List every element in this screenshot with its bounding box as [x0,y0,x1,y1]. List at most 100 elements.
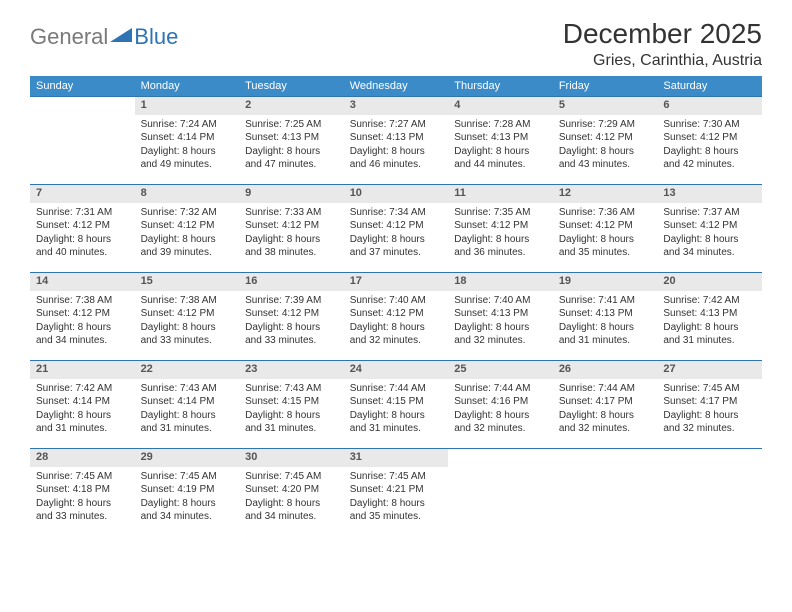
day-content-cell: Sunrise: 7:42 AMSunset: 4:14 PMDaylight:… [30,379,135,449]
sunrise-text: Sunrise: 7:45 AM [350,470,443,484]
daylight-text: Daylight: 8 hours [141,145,234,159]
sunrise-text: Sunrise: 7:24 AM [141,118,234,132]
daylight-text: and 40 minutes. [36,246,129,260]
sunset-text: Sunset: 4:12 PM [559,219,652,233]
header: General Blue December 2025 Gries, Carint… [30,18,762,70]
daylight-text: and 47 minutes. [245,158,338,172]
sunset-text: Sunset: 4:15 PM [350,395,443,409]
sunrise-text: Sunrise: 7:45 AM [245,470,338,484]
sunrise-text: Sunrise: 7:43 AM [245,382,338,396]
day-content-row: Sunrise: 7:45 AMSunset: 4:18 PMDaylight:… [30,467,762,537]
daylight-text: and 31 minutes. [350,422,443,436]
day-number-row: 21222324252627 [30,361,762,379]
sunset-text: Sunset: 4:17 PM [559,395,652,409]
day-content-cell [657,467,762,537]
day-number: 7 [36,187,42,199]
day-content-cell: Sunrise: 7:39 AMSunset: 4:12 PMDaylight:… [239,291,344,361]
sunset-text: Sunset: 4:15 PM [245,395,338,409]
day-content-cell: Sunrise: 7:44 AMSunset: 4:17 PMDaylight:… [553,379,658,449]
sunset-text: Sunset: 4:13 PM [245,131,338,145]
day-number: 1 [141,99,147,111]
daylight-text: Daylight: 8 hours [245,409,338,423]
daylight-text: and 31 minutes. [36,422,129,436]
day-number-cell: 16 [239,273,344,291]
sunset-text: Sunset: 4:13 PM [663,307,756,321]
daylight-text: Daylight: 8 hours [350,409,443,423]
weekday-header: Monday [135,76,240,97]
daylight-text: and 34 minutes. [245,510,338,524]
day-content-cell: Sunrise: 7:45 AMSunset: 4:19 PMDaylight:… [135,467,240,537]
day-number-row: 78910111213 [30,185,762,203]
day-content-cell: Sunrise: 7:24 AMSunset: 4:14 PMDaylight:… [135,115,240,185]
daylight-text: Daylight: 8 hours [350,321,443,335]
sunrise-text: Sunrise: 7:30 AM [663,118,756,132]
day-number: 6 [663,99,669,111]
day-content-cell: Sunrise: 7:43 AMSunset: 4:15 PMDaylight:… [239,379,344,449]
day-number: 9 [245,187,251,199]
daylight-text: and 31 minutes. [663,334,756,348]
sunrise-text: Sunrise: 7:45 AM [141,470,234,484]
daylight-text: and 43 minutes. [559,158,652,172]
sunset-text: Sunset: 4:12 PM [350,307,443,321]
day-content-cell: Sunrise: 7:32 AMSunset: 4:12 PMDaylight:… [135,203,240,273]
sunrise-text: Sunrise: 7:44 AM [454,382,547,396]
daylight-text: and 32 minutes. [454,334,547,348]
sunset-text: Sunset: 4:12 PM [245,307,338,321]
day-number: 10 [350,187,362,199]
sunset-text: Sunset: 4:14 PM [36,395,129,409]
daylight-text: and 32 minutes. [350,334,443,348]
day-content-row: Sunrise: 7:31 AMSunset: 4:12 PMDaylight:… [30,203,762,273]
day-number: 30 [245,451,257,463]
daylight-text: Daylight: 8 hours [141,409,234,423]
sunset-text: Sunset: 4:13 PM [559,307,652,321]
day-content-cell: Sunrise: 7:25 AMSunset: 4:13 PMDaylight:… [239,115,344,185]
day-number-cell: 31 [344,449,449,467]
day-content-cell: Sunrise: 7:34 AMSunset: 4:12 PMDaylight:… [344,203,449,273]
day-number-cell: 3 [344,97,449,115]
sunset-text: Sunset: 4:12 PM [663,219,756,233]
day-number-cell: 14 [30,273,135,291]
day-content-cell: Sunrise: 7:43 AMSunset: 4:14 PMDaylight:… [135,379,240,449]
daylight-text: Daylight: 8 hours [245,497,338,511]
sunset-text: Sunset: 4:12 PM [559,131,652,145]
day-number: 2 [245,99,251,111]
sunrise-text: Sunrise: 7:44 AM [559,382,652,396]
sunrise-text: Sunrise: 7:34 AM [350,206,443,220]
weekday-header: Wednesday [344,76,449,97]
day-number: 26 [559,363,571,375]
day-number: 29 [141,451,153,463]
sunset-text: Sunset: 4:12 PM [245,219,338,233]
day-number-cell: 28 [30,449,135,467]
daylight-text: Daylight: 8 hours [559,233,652,247]
daylight-text: Daylight: 8 hours [559,409,652,423]
daylight-text: Daylight: 8 hours [559,321,652,335]
page-title: December 2025 [563,18,762,50]
sunrise-text: Sunrise: 7:40 AM [454,294,547,308]
day-number: 14 [36,275,48,287]
sunrise-text: Sunrise: 7:28 AM [454,118,547,132]
sunrise-text: Sunrise: 7:42 AM [663,294,756,308]
daylight-text: Daylight: 8 hours [350,233,443,247]
daylight-text: Daylight: 8 hours [36,233,129,247]
sunset-text: Sunset: 4:12 PM [36,219,129,233]
title-block: December 2025 Gries, Carinthia, Austria [563,18,762,70]
day-content-cell: Sunrise: 7:29 AMSunset: 4:12 PMDaylight:… [553,115,658,185]
day-number: 20 [663,275,675,287]
day-content-cell: Sunrise: 7:45 AMSunset: 4:18 PMDaylight:… [30,467,135,537]
day-number-cell: 8 [135,185,240,203]
sunrise-text: Sunrise: 7:27 AM [350,118,443,132]
day-number-cell: 18 [448,273,553,291]
sunrise-text: Sunrise: 7:43 AM [141,382,234,396]
daylight-text: and 39 minutes. [141,246,234,260]
sunrise-text: Sunrise: 7:31 AM [36,206,129,220]
weekday-header: Tuesday [239,76,344,97]
daylight-text: Daylight: 8 hours [663,145,756,159]
day-number-cell: 24 [344,361,449,379]
daylight-text: and 42 minutes. [663,158,756,172]
sunset-text: Sunset: 4:16 PM [454,395,547,409]
day-number: 28 [36,451,48,463]
sunrise-text: Sunrise: 7:45 AM [36,470,129,484]
day-number: 8 [141,187,147,199]
daylight-text: and 36 minutes. [454,246,547,260]
day-number: 17 [350,275,362,287]
